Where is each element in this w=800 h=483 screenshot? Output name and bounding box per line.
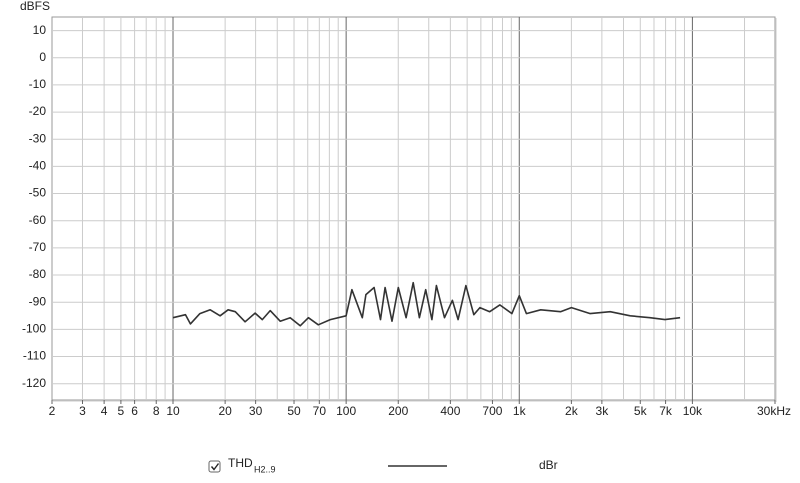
y-tick-label: 10: [33, 23, 47, 37]
x-tick-label: 8: [153, 404, 160, 418]
checkmark: [210, 463, 220, 471]
plot-area: [51, 16, 776, 401]
y-axis-label: dBFS: [20, 0, 50, 13]
y-tick-label: -120: [22, 376, 46, 390]
y-tick-label: 0: [39, 50, 46, 64]
thd-line: [172, 281, 681, 327]
x-tick-label: 30kHz: [757, 404, 791, 418]
x-tick-label: 700: [482, 404, 502, 418]
y-tick-label: -90: [29, 294, 47, 308]
y-tick-label: -70: [29, 240, 47, 254]
x-tick-label: 70: [313, 404, 327, 418]
x-tick-label: 10: [166, 404, 180, 418]
x-tick-label: 4: [101, 404, 108, 418]
x-tick-label: 10k: [683, 404, 703, 418]
y-tick-label: -20: [29, 104, 47, 118]
x-tick-label: 1k: [513, 404, 527, 418]
x-tick-label: 3: [79, 404, 86, 418]
y-tick-label: -110: [23, 349, 46, 363]
legend-checkbox[interactable]: [208, 460, 221, 473]
y-tick-label: -100: [22, 322, 46, 336]
x-tick-label: 30: [249, 404, 263, 418]
x-tick-label: 2k: [565, 404, 579, 418]
legend-label: THD: [228, 456, 253, 470]
x-tick-label: 50: [287, 404, 301, 418]
y-tick-label: -50: [29, 186, 47, 200]
x-tick-label: 400: [440, 404, 460, 418]
y-tick-label: -40: [29, 159, 47, 173]
legend-line-label: dBr: [539, 458, 558, 472]
x-tick-label: 2: [49, 404, 56, 418]
x-tick-label: 7k: [659, 404, 673, 418]
x-tick-label: 5k: [634, 404, 648, 418]
x-tick-label: 3k: [596, 404, 610, 418]
legend-label-sub: H2..9: [254, 464, 276, 474]
x-tick-label: 20: [218, 404, 232, 418]
y-tick-label: -30: [29, 131, 47, 145]
y-tick-label: -80: [29, 267, 47, 281]
y-tick-label: -60: [29, 213, 47, 227]
x-tick-label: 5: [118, 404, 125, 418]
x-tick-label: 6: [131, 404, 138, 418]
y-tick-label: -10: [29, 77, 47, 91]
x-tick-label: 100: [336, 404, 356, 418]
x-tick-label: 200: [388, 404, 408, 418]
